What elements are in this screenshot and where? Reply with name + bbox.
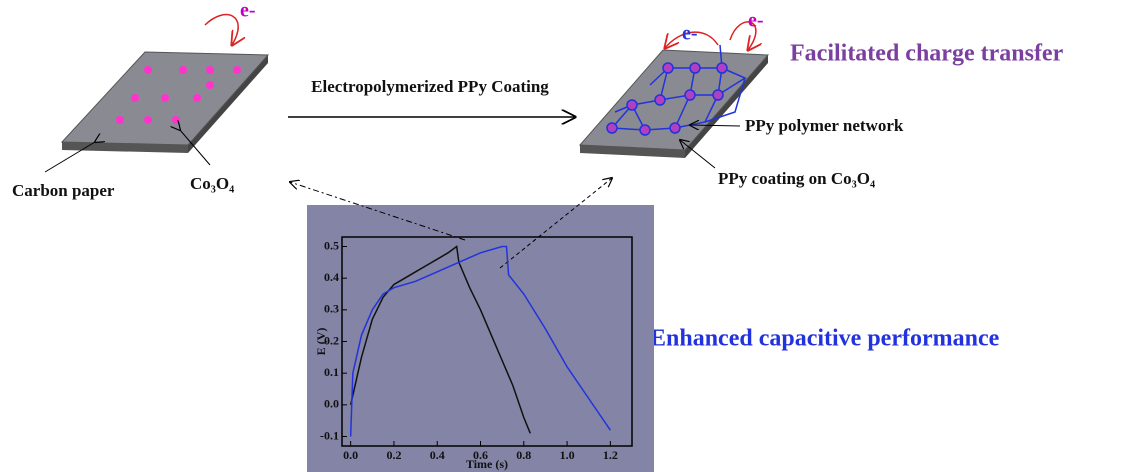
x-axis-label: Time (s) bbox=[466, 457, 508, 471]
x-tick-label: 0.6 bbox=[473, 448, 488, 462]
x-tick-label: 0.2 bbox=[386, 448, 401, 462]
electron-label: e- bbox=[748, 10, 764, 32]
y-tick-label: 0.4 bbox=[324, 270, 339, 284]
plot: -0.1 0.0 0.1 0.2 0.3 0.4 0.5 0.0 0.2 0.4 0.6 0.8 1.0… bbox=[314, 236, 633, 471]
y-tick-label: 0.0 bbox=[324, 397, 339, 411]
chart-panel bbox=[307, 205, 654, 472]
x-tick-label: 0.4 bbox=[430, 448, 445, 462]
electron-arrow bbox=[729, 21, 756, 50]
x-tick-label: 0.0 bbox=[343, 448, 358, 462]
dashed-arrow bbox=[290, 182, 466, 241]
pointer bbox=[680, 140, 716, 169]
pointer bbox=[690, 125, 741, 126]
carbon-paper-label: Carbon paper bbox=[12, 181, 115, 200]
y-axis-label: E (V) bbox=[314, 328, 328, 356]
y-tick-label: 0.1 bbox=[324, 365, 339, 379]
x-tick-label: 1.0 bbox=[560, 448, 575, 462]
dashed-arrow bbox=[499, 178, 612, 269]
pointer bbox=[44, 142, 95, 173]
y-tick-label: 0.3 bbox=[324, 302, 339, 316]
electron-label: e- bbox=[682, 23, 698, 45]
x-tick-label: 1.2 bbox=[603, 448, 618, 462]
carbon-plate-right bbox=[578, 44, 770, 158]
y-tick-label: -0.1 bbox=[320, 428, 339, 442]
electron-arrow bbox=[665, 31, 719, 48]
network-label: PPy polymer network bbox=[745, 116, 904, 135]
carbon-plate-left bbox=[60, 51, 270, 153]
series-line bbox=[349, 245, 531, 434]
y-tick-label: 0.2 bbox=[324, 333, 339, 347]
electron-label: e- bbox=[240, 0, 256, 22]
coating-label: PPy coating on Co₃O₄ bbox=[718, 169, 875, 188]
series-line bbox=[349, 245, 611, 437]
co3o4-label: Co₃O₄ bbox=[190, 174, 234, 193]
electron-arrow bbox=[204, 14, 238, 45]
pointer bbox=[180, 130, 211, 166]
arrow-label: Electropolymerized PPy Coating bbox=[311, 77, 549, 96]
x-tick-label: 0.8 bbox=[516, 448, 531, 462]
facilitated-label: Facilitated charge transfer bbox=[790, 41, 1064, 67]
y-tick-label: 0.5 bbox=[324, 238, 339, 252]
enhanced-label: Enhanced capacitive performance bbox=[650, 326, 1000, 352]
